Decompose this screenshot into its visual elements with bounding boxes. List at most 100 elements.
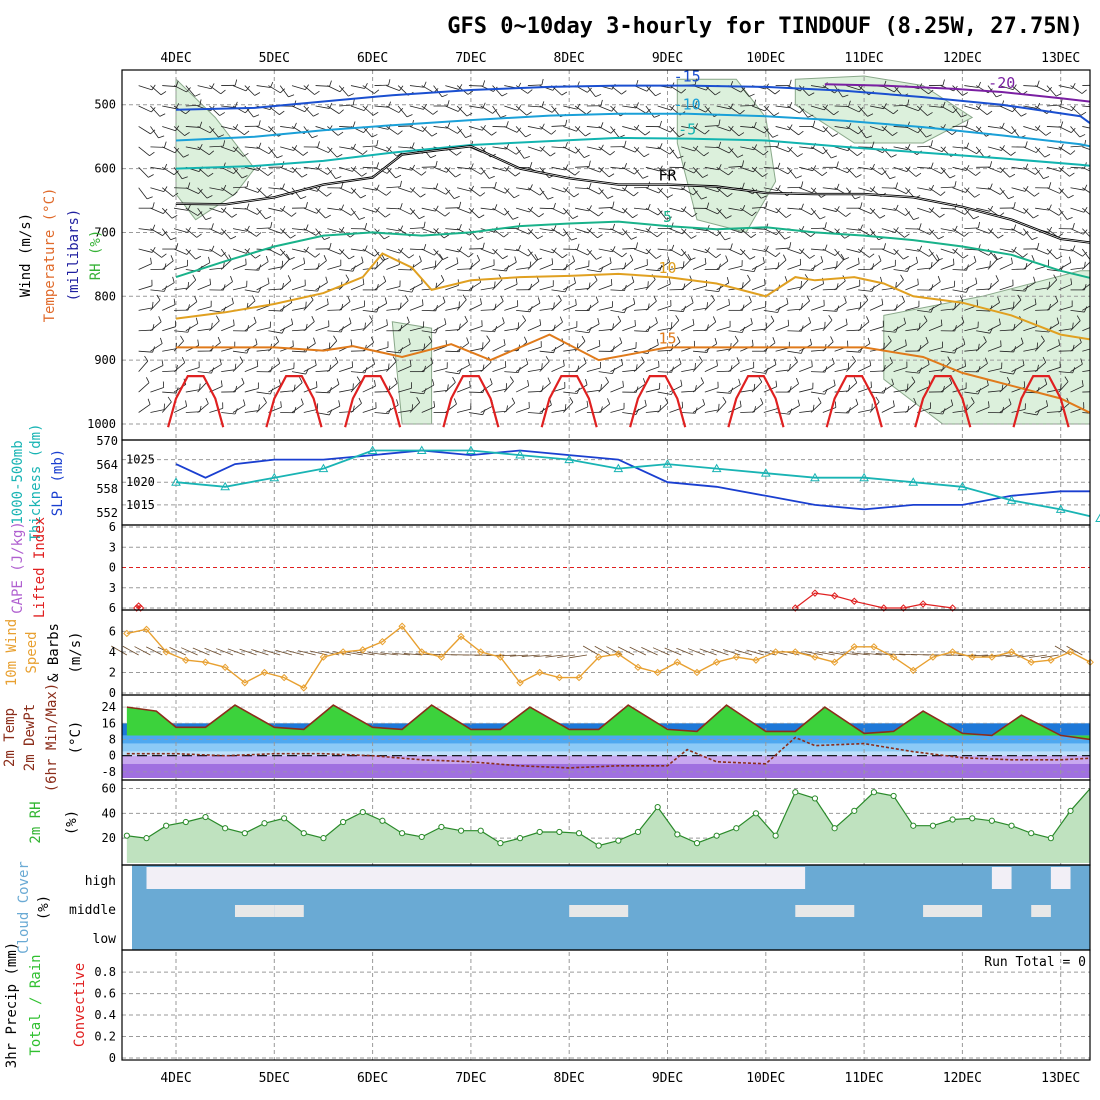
wind-barb	[952, 187, 966, 193]
wind-barb-flag	[387, 363, 390, 370]
wind-barb	[138, 85, 153, 91]
wind-barb	[386, 228, 401, 232]
wind-barb-flag	[1036, 125, 1041, 131]
cloud-high-gap	[991, 867, 1012, 889]
wind-barb	[185, 228, 197, 238]
wind-barb	[527, 207, 540, 218]
wind-barb	[1023, 207, 1034, 219]
wind-barb-flag	[936, 258, 943, 261]
wind-barb-flag	[718, 285, 722, 292]
wind-barb	[150, 321, 162, 332]
wind-barb	[657, 248, 672, 251]
wind-barb-flag	[348, 255, 355, 260]
wind-barb-flag	[995, 275, 999, 281]
wind-barb	[716, 105, 731, 110]
wind-barb	[456, 207, 471, 214]
wind-barb	[728, 207, 743, 212]
wind-barb	[787, 248, 801, 254]
wind-barb	[185, 207, 198, 216]
wind-barb-flag	[706, 324, 709, 331]
wind-barb-flag	[151, 84, 156, 91]
wind-barb-flag	[1044, 378, 1048, 385]
wind-barb	[291, 403, 304, 413]
wind-barb-flag	[748, 296, 752, 303]
rh-region	[175, 78, 256, 221]
wind-barb-flag	[609, 151, 615, 156]
wind-barb	[940, 286, 955, 291]
wind-barb	[681, 105, 696, 108]
wind-barb-flag	[185, 109, 191, 115]
wind-barb	[327, 265, 341, 270]
wind-barb	[575, 288, 590, 291]
wind-barb	[1046, 187, 1060, 194]
wind-barb	[539, 126, 552, 135]
wind-barb	[1070, 320, 1081, 332]
wind-barb-flag	[586, 400, 589, 407]
wind-barb-flag	[336, 378, 340, 385]
wind-barb-flag	[824, 222, 827, 229]
wind-barb-flag	[244, 108, 250, 114]
wind-barb-flag	[158, 135, 165, 139]
wind-barb	[551, 125, 566, 127]
wind-tick: 6	[109, 624, 116, 638]
wind-barb-flag	[199, 99, 202, 106]
wind-barb	[303, 207, 317, 214]
wind-barb	[209, 364, 222, 372]
wind-barb	[869, 228, 879, 241]
wind-barb	[527, 390, 542, 393]
wind-barb	[834, 324, 848, 332]
wind-barb	[563, 187, 575, 198]
wind-barb-flag	[918, 345, 922, 352]
wind-barb	[751, 105, 766, 112]
wind-barb	[374, 187, 387, 196]
wind-barb-flag	[906, 166, 911, 172]
wind-barb	[964, 207, 974, 220]
wind-barb	[457, 289, 472, 292]
wind-barb-flag	[423, 81, 427, 88]
wind10-barb	[746, 649, 764, 656]
wind-barb-flag	[523, 336, 528, 343]
wind-barb	[1023, 187, 1035, 197]
wind-barb	[409, 105, 424, 110]
wind-barb-flag	[181, 176, 188, 180]
wind-barb	[527, 368, 542, 373]
dewpoint-line	[126, 736, 1090, 769]
wind-barb	[916, 248, 930, 257]
panel-fills	[122, 75, 1090, 863]
wind-barb-flag	[694, 78, 697, 85]
wind-barb-flag	[538, 213, 544, 218]
wind-barb-flag	[1011, 257, 1013, 264]
wind-barb	[775, 207, 787, 218]
wind-barb-flag	[947, 356, 952, 362]
wind-barb	[504, 327, 519, 332]
run-total-label: Run Total = 0	[984, 955, 1086, 970]
thickness-marker	[515, 450, 525, 459]
wind10-barb	[1066, 645, 1083, 656]
wind-barb	[574, 105, 587, 115]
wind-barb	[846, 248, 861, 253]
wind-barb	[798, 322, 811, 332]
wind-barb-flag	[529, 161, 533, 168]
wind-barb	[987, 324, 1001, 332]
wind-barb	[1082, 166, 1090, 172]
wind-barb	[150, 105, 161, 117]
wind-barb-flag	[600, 122, 604, 129]
wind-barb-flag	[741, 326, 746, 333]
wind-barb	[516, 309, 531, 313]
wind-barb	[185, 104, 200, 107]
wind-barb-flag	[486, 335, 491, 341]
wind-barb	[1070, 187, 1085, 191]
wind-barb-flag	[529, 283, 533, 290]
wind-barb	[150, 85, 162, 96]
rh-marker	[634, 828, 642, 836]
wind-barb	[173, 228, 188, 233]
wind-barb	[692, 360, 703, 372]
wind-barb	[209, 145, 224, 148]
wind-barb-flag	[263, 397, 267, 403]
wind-barb	[822, 146, 832, 159]
wind-barb-flag	[186, 87, 191, 93]
wind-barb	[244, 366, 258, 373]
wind-barb-flag	[858, 129, 863, 135]
wind-barb-flag	[146, 196, 153, 200]
wind-barb	[975, 341, 987, 352]
